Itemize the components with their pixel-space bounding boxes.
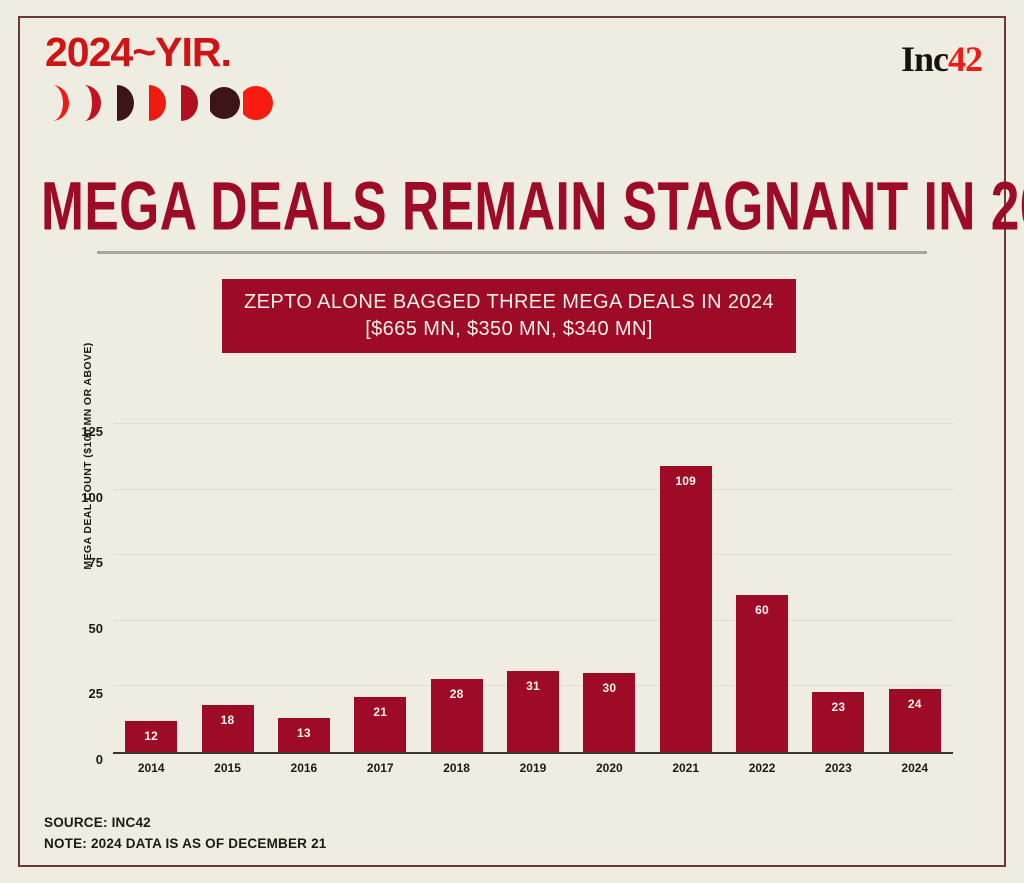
bar-value-label: 31 bbox=[526, 678, 540, 693]
x-axis-tick-label: 2021 bbox=[672, 761, 700, 775]
plot-area: 0 25 50 75 100 125 12 2014 18 2015 13 2016 21 2017 28… bbox=[81, 423, 953, 775]
x-axis-tick-label: 2016 bbox=[290, 761, 318, 775]
full-moon-icon bbox=[210, 87, 240, 119]
x-axis-line bbox=[113, 752, 953, 754]
half-moon-icon bbox=[117, 85, 134, 121]
note-line: NOTE: 2024 DATA IS AS OF DECEMBER 21 bbox=[44, 836, 327, 852]
bar[interactable]: 30 bbox=[583, 673, 636, 752]
moon-phase-half-deep bbox=[177, 84, 207, 122]
x-axis-tick-label: 2019 bbox=[519, 761, 547, 775]
bar[interactable]: 13 bbox=[277, 717, 330, 752]
x-axis-tick-label: 2015 bbox=[214, 761, 241, 775]
x-axis-tick-label: 2018 bbox=[443, 761, 470, 775]
gridline bbox=[113, 488, 953, 490]
bar[interactable]: 12 bbox=[125, 720, 178, 752]
moon-phase-crescent-1 bbox=[45, 84, 75, 122]
yir-wordmark: 2024~YIR. bbox=[45, 29, 232, 75]
bar-group[interactable]: 24 2024 bbox=[877, 424, 953, 775]
subtitle-banner: ZEPTO ALONE BAGGED THREE MEGA DEALS IN 2… bbox=[222, 279, 796, 353]
x-axis-tick-label: 2017 bbox=[366, 761, 394, 775]
bar-group[interactable]: 109 2021 bbox=[648, 424, 724, 775]
subtitle-line-1: ZEPTO ALONE BAGGED THREE MEGA DEALS IN 2… bbox=[244, 291, 774, 313]
moon-phase-crescent-2 bbox=[78, 84, 108, 122]
title-divider bbox=[97, 251, 927, 254]
moon-phase-strip bbox=[45, 83, 315, 123]
footer-notes: SOURCE: INC42 NOTE: 2024 DATA IS AS OF D… bbox=[44, 813, 327, 855]
bar-group[interactable]: 13 2016 bbox=[266, 424, 342, 775]
bar-value-label: 60 bbox=[755, 602, 769, 617]
bar-value-label: 30 bbox=[602, 681, 617, 696]
x-axis-tick-label: 2023 bbox=[825, 761, 852, 775]
inc42-logo-word: Inc bbox=[900, 39, 949, 79]
bar[interactable]: 23 bbox=[812, 691, 865, 752]
crescent-icon bbox=[84, 85, 101, 121]
page-title: MEGA DEALS REMAIN STAGNANT IN 2024 bbox=[40, 167, 1024, 244]
x-axis-tick-label: 2024 bbox=[901, 761, 929, 775]
crescent-icon bbox=[52, 85, 69, 121]
bar[interactable]: 18 bbox=[201, 704, 254, 752]
moon-phase-full-dark bbox=[210, 84, 240, 122]
bar-value-label: 28 bbox=[449, 686, 464, 701]
bar-group[interactable]: 23 2023 bbox=[800, 424, 876, 775]
bar-series: 12 2014 18 2015 13 2016 21 2017 28 2018 31 2019 30 20… bbox=[113, 424, 953, 775]
moon-phase-full-bright bbox=[243, 84, 273, 122]
gridline bbox=[113, 554, 953, 556]
bar[interactable]: 31 bbox=[506, 670, 559, 752]
inc42-logo-number: 42 bbox=[948, 39, 983, 79]
bar[interactable]: 60 bbox=[736, 594, 789, 752]
bar[interactable]: 21 bbox=[354, 696, 407, 752]
bar-value-label: 21 bbox=[373, 704, 388, 719]
source-line: SOURCE: INC42 bbox=[44, 815, 151, 831]
bar-group[interactable]: 12 2014 bbox=[113, 424, 189, 775]
bar-value-label: 23 bbox=[831, 699, 846, 714]
inc42-logo: Inc42 bbox=[900, 38, 983, 80]
bar[interactable]: 24 bbox=[888, 689, 941, 752]
bar-chart: MEGA DEAL COUNT ($100 MN OR ABOVE) 0 25 50… bbox=[0, 342, 1024, 800]
full-moon-icon bbox=[243, 86, 273, 120]
half-moon-icon bbox=[149, 85, 166, 121]
bar-group[interactable]: 30 2020 bbox=[571, 424, 647, 775]
bar-group[interactable]: 21 2017 bbox=[342, 424, 418, 775]
gridline bbox=[113, 619, 953, 621]
bar-group[interactable]: 31 2019 bbox=[495, 424, 571, 775]
x-axis-tick-label: 2022 bbox=[748, 761, 776, 775]
bar[interactable]: 28 bbox=[430, 678, 483, 752]
half-moon-icon bbox=[181, 85, 198, 121]
bar-value-label: 109 bbox=[675, 473, 696, 488]
bar-value-label: 12 bbox=[144, 728, 159, 743]
bar-group[interactable]: 18 2015 bbox=[190, 424, 266, 775]
moon-phase-half-bright bbox=[144, 84, 174, 122]
x-axis-tick-label: 2014 bbox=[137, 761, 165, 775]
year-in-review-logo: 2024~YIR. bbox=[45, 32, 315, 127]
subtitle-line-2: [$665 MN, $350 MN, $340 MN] bbox=[365, 318, 653, 340]
bar-value-label: 13 bbox=[297, 725, 311, 740]
bar[interactable]: 109 bbox=[659, 465, 712, 752]
x-axis-tick-label: 2020 bbox=[595, 761, 623, 775]
gridline bbox=[113, 423, 953, 424]
moon-phase-half-dark bbox=[111, 84, 141, 122]
bar-group[interactable]: 28 2018 bbox=[419, 424, 495, 775]
bar-value-label: 18 bbox=[220, 712, 235, 727]
bar-value-label: 24 bbox=[907, 697, 922, 712]
bar-group[interactable]: 60 2022 bbox=[724, 424, 800, 775]
